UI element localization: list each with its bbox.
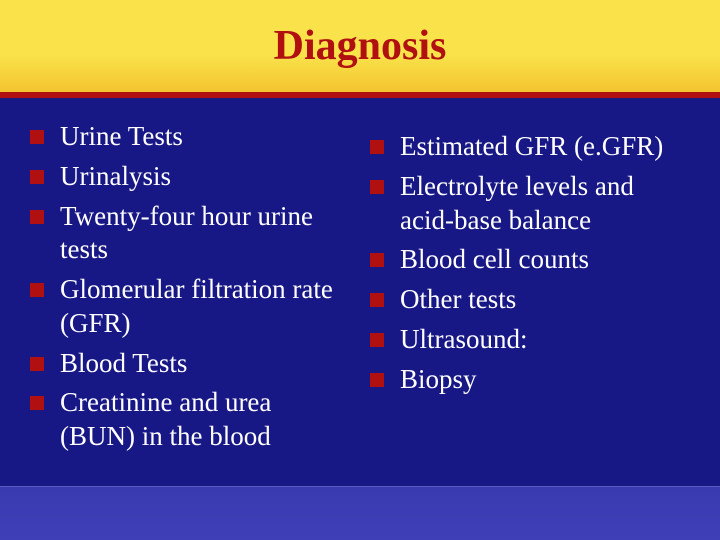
bullet-icon — [370, 333, 384, 347]
list-item-text: Twenty-four hour urine tests — [60, 200, 350, 268]
divider-bar — [0, 92, 720, 98]
list-item: Urinalysis — [30, 160, 350, 194]
list-item: Blood Tests — [30, 347, 350, 381]
list-item-text: Ultrasound: — [400, 323, 690, 357]
bullet-icon — [370, 253, 384, 267]
bullet-icon — [30, 130, 44, 144]
list-item-text: Creatinine and urea (BUN) in the blood — [60, 386, 350, 454]
slide-title: Diagnosis — [274, 22, 447, 70]
right-column: Estimated GFR (e.GFR) Electrolyte levels… — [370, 120, 690, 460]
bullet-icon — [370, 293, 384, 307]
list-item-text: Biopsy — [400, 363, 690, 397]
list-item: Electrolyte levels and acid-base balance — [370, 170, 690, 238]
list-item: Other tests — [370, 283, 690, 317]
list-item: Blood cell counts — [370, 243, 690, 277]
slide: Diagnosis Urine Tests Urinalysis Twenty-… — [0, 0, 720, 540]
list-item-text: Urine Tests — [60, 120, 350, 154]
list-item: Ultrasound: — [370, 323, 690, 357]
bullet-icon — [370, 373, 384, 387]
bottom-band — [0, 486, 720, 540]
list-item: Biopsy — [370, 363, 690, 397]
list-item-text: Electrolyte levels and acid-base balance — [400, 170, 690, 238]
bullet-icon — [30, 357, 44, 371]
list-item-text: Urinalysis — [60, 160, 350, 194]
list-item: Creatinine and urea (BUN) in the blood — [30, 386, 350, 454]
list-item-text: Blood cell counts — [400, 243, 690, 277]
bullet-icon — [30, 210, 44, 224]
list-item-text: Blood Tests — [60, 347, 350, 381]
bullet-icon — [30, 396, 44, 410]
left-column: Urine Tests Urinalysis Twenty-four hour … — [30, 120, 350, 460]
list-item: Twenty-four hour urine tests — [30, 200, 350, 268]
bullet-icon — [30, 170, 44, 184]
title-band: Diagnosis — [0, 0, 720, 92]
list-item-text: Glomerular filtration rate (GFR) — [60, 273, 350, 341]
list-item-text: Estimated GFR (e.GFR) — [400, 130, 690, 164]
bullet-icon — [30, 283, 44, 297]
bullet-icon — [370, 140, 384, 154]
content-columns: Urine Tests Urinalysis Twenty-four hour … — [30, 120, 690, 460]
list-item: Glomerular filtration rate (GFR) — [30, 273, 350, 341]
list-item: Urine Tests — [30, 120, 350, 154]
list-item: Estimated GFR (e.GFR) — [370, 130, 690, 164]
list-item-text: Other tests — [400, 283, 690, 317]
bullet-icon — [370, 180, 384, 194]
